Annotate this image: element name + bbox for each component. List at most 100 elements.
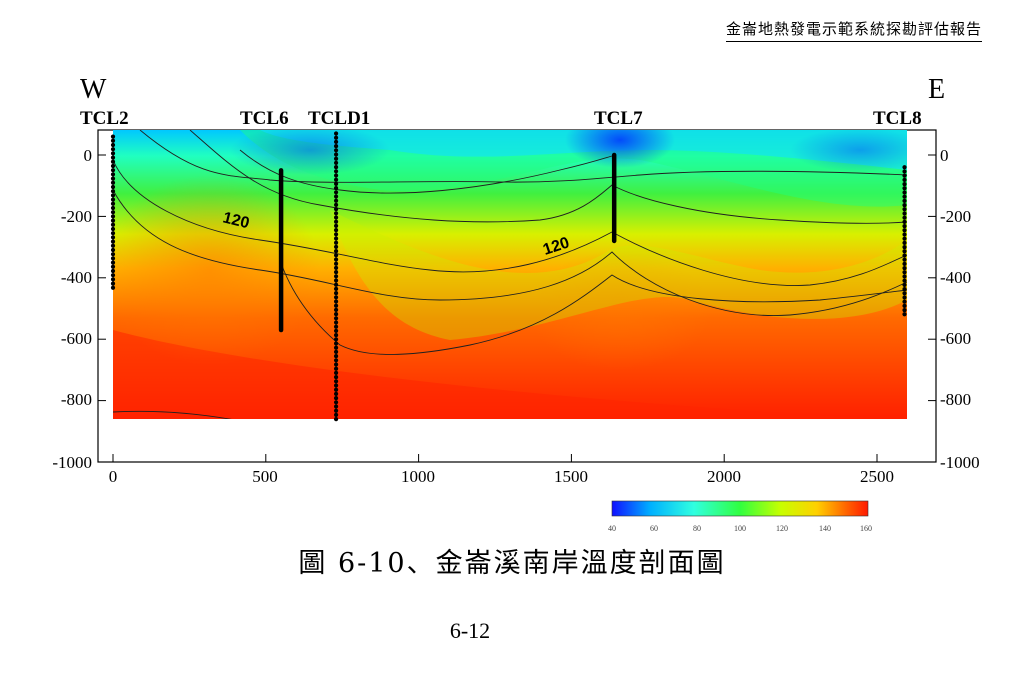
well-sample-point bbox=[333, 215, 339, 220]
well-sample-point bbox=[333, 194, 339, 199]
well-sample-point bbox=[902, 198, 907, 203]
well-sample-point bbox=[333, 400, 339, 405]
well-trace-tcld1 bbox=[333, 131, 339, 422]
well-sample-point bbox=[110, 210, 116, 215]
well-sample-point bbox=[902, 186, 907, 191]
well-sample-point bbox=[110, 193, 116, 198]
well-sample-point bbox=[333, 291, 339, 296]
well-sample-point bbox=[110, 231, 116, 236]
well-sample-point bbox=[333, 341, 339, 346]
well-sample-point bbox=[110, 214, 116, 219]
well-trace-tcl2 bbox=[110, 134, 116, 290]
well-sample-point bbox=[333, 236, 339, 241]
well-sample-point bbox=[110, 151, 116, 156]
well-sample-point bbox=[110, 281, 116, 286]
well-sample-point bbox=[902, 232, 907, 237]
well-sample-point bbox=[333, 257, 339, 262]
well-sample-point bbox=[333, 249, 339, 254]
well-sample-point bbox=[333, 169, 339, 174]
well-sample-point bbox=[110, 197, 116, 202]
well-sample-point bbox=[333, 316, 339, 321]
x-tick-1: 500 bbox=[252, 467, 278, 486]
well-sample-point bbox=[902, 303, 907, 308]
well-sample-point bbox=[110, 134, 116, 139]
well-sample-point bbox=[333, 282, 339, 287]
well-sample-point bbox=[902, 265, 907, 271]
y-tick-left-2: -400 bbox=[61, 268, 92, 287]
well-sample-point bbox=[902, 244, 907, 250]
well-sample-point bbox=[333, 207, 339, 212]
y-tick-right-5: -1000 bbox=[940, 453, 980, 472]
well-sample-point bbox=[333, 135, 339, 140]
x-tick-5: 2500 bbox=[860, 467, 894, 486]
well-sample-point bbox=[333, 148, 339, 153]
well-sample-point bbox=[333, 417, 339, 422]
well-sample-point bbox=[333, 295, 339, 300]
y-tick-right-3: -600 bbox=[940, 329, 971, 348]
well-sample-point bbox=[110, 235, 116, 240]
well-sample-point bbox=[110, 205, 116, 211]
x-tick-4: 2000 bbox=[707, 467, 741, 486]
well-sample-point bbox=[333, 383, 339, 388]
well-sample-point bbox=[902, 190, 907, 195]
well-sample-point bbox=[902, 286, 907, 292]
well-sample-point bbox=[902, 307, 907, 313]
well-sample-point bbox=[333, 408, 339, 413]
axis-ticks bbox=[98, 154, 936, 463]
well-sample-point bbox=[902, 223, 907, 229]
well-sample-point bbox=[902, 211, 907, 216]
well-sample-point bbox=[333, 404, 339, 409]
y-tick-right-0: 0 bbox=[940, 146, 949, 165]
well-label-tcld1: TCLD1 bbox=[308, 108, 370, 129]
well-sample-point bbox=[110, 163, 116, 169]
well-sample-point bbox=[333, 354, 339, 359]
well-sample-point bbox=[333, 412, 339, 418]
y-tick-left-1: -200 bbox=[61, 207, 92, 226]
y-tick-left-3: -600 bbox=[61, 329, 92, 348]
well-sample-point bbox=[110, 201, 116, 206]
x-tick-2: 1000 bbox=[401, 467, 435, 486]
well-sample-point bbox=[902, 177, 907, 182]
well-sample-point bbox=[333, 320, 339, 325]
well-sample-point bbox=[333, 366, 339, 371]
well-sample-point bbox=[902, 295, 907, 300]
well-sample-point bbox=[333, 160, 339, 166]
well-sample-point bbox=[333, 240, 339, 245]
well-sample-point bbox=[902, 282, 907, 287]
well-sample-point bbox=[333, 202, 339, 208]
report-header: 金崙地熱發電示範系統探勘評估報告 bbox=[725, 18, 982, 42]
well-sample-point bbox=[110, 176, 116, 181]
well-sample-point bbox=[333, 278, 339, 283]
well-sample-point bbox=[110, 222, 116, 227]
well-sample-point bbox=[110, 247, 116, 253]
well-sample-point bbox=[110, 184, 116, 190]
well-sample-point bbox=[333, 299, 339, 304]
well-sample-point bbox=[110, 264, 116, 269]
well-sample-point bbox=[333, 223, 339, 229]
well-sample-point bbox=[902, 215, 907, 220]
well-sample-point bbox=[902, 207, 907, 212]
colorbar-tick-140: 140 bbox=[819, 524, 831, 533]
colorbar-tick-100: 100 bbox=[734, 524, 746, 533]
colorbar-tick-40: 40 bbox=[608, 524, 616, 533]
well-sample-point bbox=[902, 249, 907, 254]
y-tick-right-2: -400 bbox=[940, 268, 971, 287]
well-sample-point bbox=[110, 256, 116, 261]
well-sample-point bbox=[110, 142, 116, 148]
well-label-tcl7: TCL7 bbox=[594, 108, 643, 129]
well-sample-point bbox=[333, 232, 339, 237]
well-sample-point bbox=[333, 156, 339, 161]
well-traces bbox=[110, 131, 907, 422]
well-sample-point bbox=[333, 387, 339, 392]
colorbar-tick-120: 120 bbox=[776, 524, 788, 533]
well-sample-point bbox=[110, 172, 116, 177]
well-sample-point bbox=[902, 291, 907, 296]
well-sample-point bbox=[333, 286, 339, 292]
well-sample-point bbox=[902, 261, 907, 266]
well-sample-point bbox=[902, 181, 907, 187]
well-sample-point bbox=[902, 270, 907, 275]
well-sample-point bbox=[333, 228, 339, 233]
well-sample-point bbox=[110, 285, 116, 290]
well-sample-point bbox=[902, 257, 907, 262]
well-sample-point bbox=[333, 333, 339, 338]
